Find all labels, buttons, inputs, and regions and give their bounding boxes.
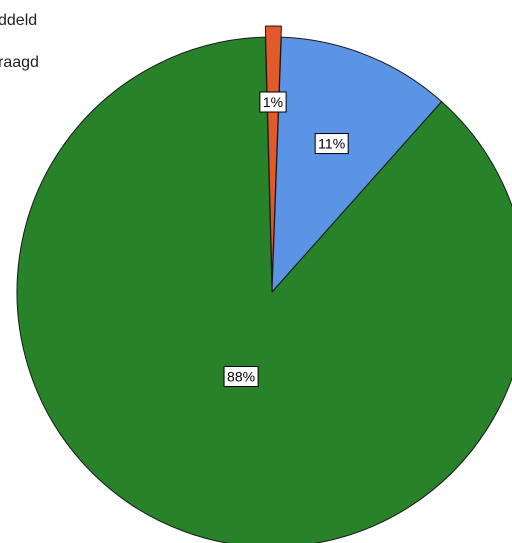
slice-label-text-2: 11% [318, 136, 345, 152]
legend-entry-1: ddeld [0, 12, 37, 29]
slice-label-box-1 [259, 91, 287, 113]
pie-slice-3 [16, 36, 512, 543]
slice-label-1: 1% [259, 91, 287, 113]
legend-entry-2: raagd [0, 54, 39, 71]
pie-slices [16, 25, 512, 543]
slice-label-box-3 [223, 366, 259, 388]
slice-label-text-1: 1% [263, 94, 283, 110]
slice-label-text-3: 88% [227, 369, 255, 385]
legend: ddeld raagd [0, 12, 39, 71]
slice-label-box-2 [314, 133, 349, 155]
slice-labels: 1% 11% 88% [223, 91, 349, 388]
pie-slice-1 [264, 25, 282, 282]
slice-label-2: 11% [314, 133, 349, 155]
pie-slice-2 [271, 36, 443, 293]
slice-label-3: 88% [223, 366, 259, 388]
